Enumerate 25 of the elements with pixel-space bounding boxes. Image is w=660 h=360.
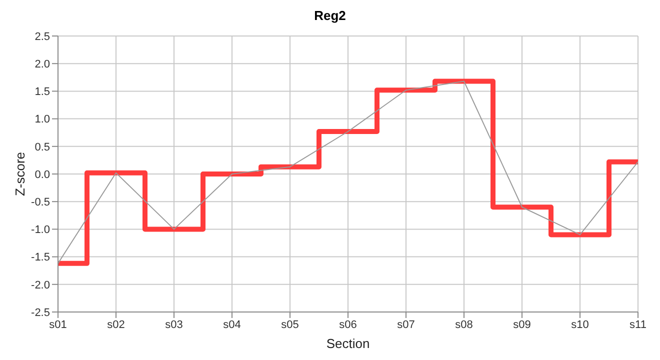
x-tick-label: s05	[281, 318, 299, 331]
chart-title: Reg2	[313, 8, 347, 25]
x-tick-label: s03	[165, 318, 183, 331]
y-tick-label: -2.5	[31, 306, 50, 319]
y-tick-label: 1.5	[34, 86, 50, 98]
y-tick-label: 1.0	[34, 114, 50, 126]
x-tick-label: s01	[49, 318, 67, 331]
y-tick-label: 2.5	[34, 30, 50, 43]
y-tick-label: -2.0	[31, 279, 50, 292]
x-axis-title: Section	[326, 336, 370, 351]
y-tick-label: -0.5	[31, 196, 50, 209]
x-tick-label: s04	[223, 318, 241, 331]
x-tick-label: s08	[455, 318, 473, 331]
x-tick-label: s02	[107, 318, 125, 331]
x-tick-label: s06	[339, 318, 357, 331]
y-tick-label: 0.0	[34, 168, 50, 181]
y-tick-label: 0.5	[34, 141, 50, 154]
x-tick-label: s11	[630, 318, 646, 331]
y-tick-label: 2.0	[34, 58, 50, 71]
y-tick-label: -1.0	[31, 224, 50, 236]
x-tick-label: s07	[397, 318, 415, 331]
x-tick-label: s10	[571, 318, 589, 331]
y-axis-title: Z-score	[12, 152, 28, 196]
y-tick-label: -1.5	[31, 252, 50, 264]
x-tick-label: s09	[513, 318, 531, 331]
